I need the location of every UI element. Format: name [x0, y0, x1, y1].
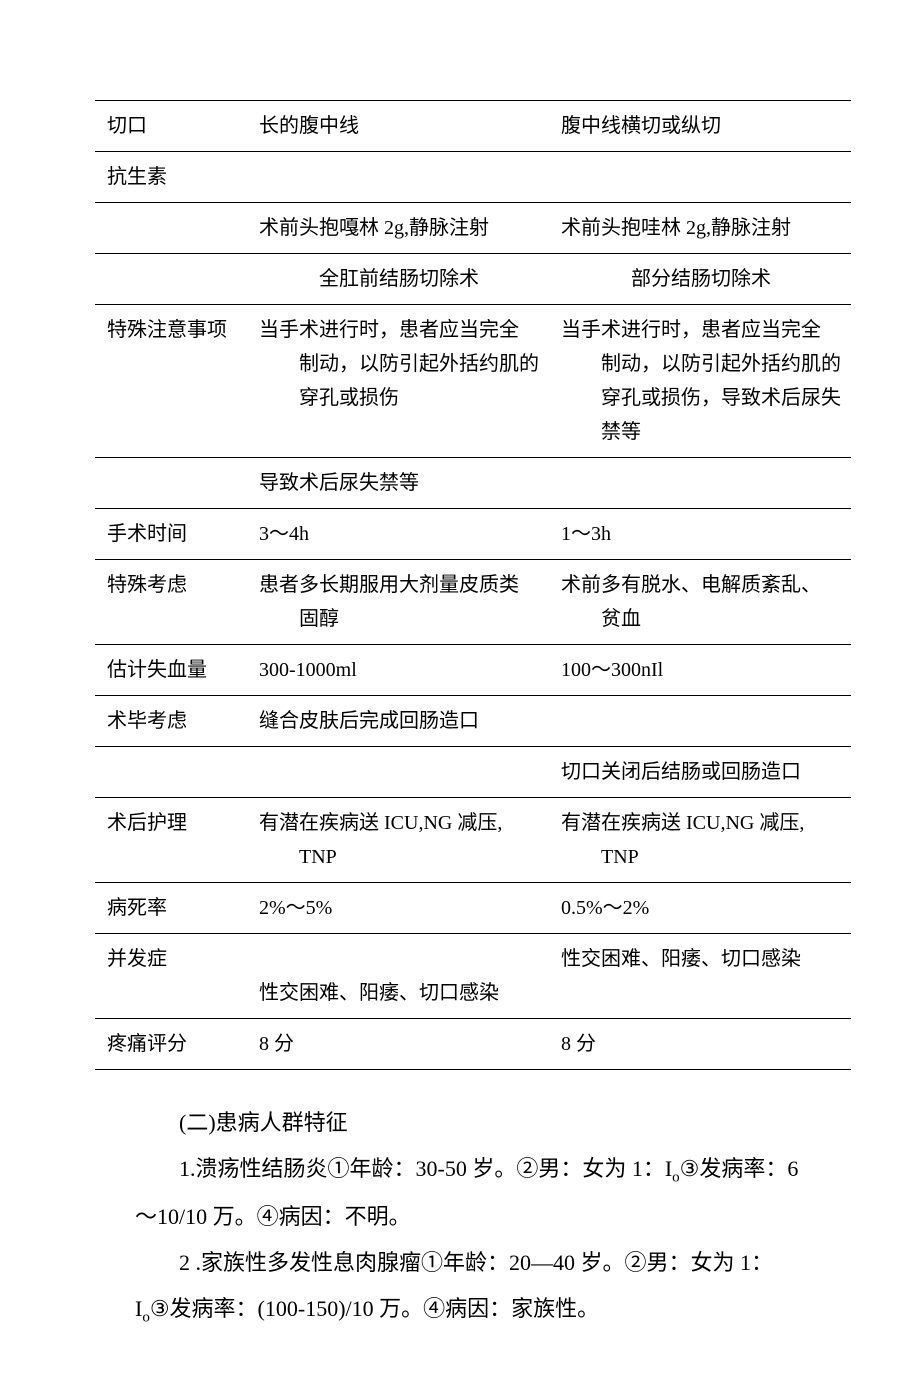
cell: 患者多长期服用大剂量皮质类固醇 — [247, 560, 549, 645]
section-heading: (二)患病人群特征 — [135, 1100, 805, 1146]
paragraph: 2 .家族性多发性息肉腺瘤①年龄：20—40 岁。②男：女为 1：Io③发病率：… — [135, 1240, 805, 1334]
cell: 当手术进行时，患者应当完全制动，以防引起外括约肌的穿孔或损伤，导致术后尿失禁等 — [549, 305, 851, 458]
cell-label: 疼痛评分 — [95, 1019, 247, 1070]
cell-label — [95, 203, 247, 254]
surgery-table: 切口 长的腹中线 腹中线横切或纵切 抗生素 术前头抱嘎林 2g,静脉注射 术前头… — [95, 100, 851, 1070]
table-row: 特殊注意事项 当手术进行时，患者应当完全制动，以防引起外括约肌的穿孔或损伤 当手… — [95, 305, 851, 458]
table-row: 全肛前结肠切除术 部分结肠切除术 — [95, 254, 851, 305]
table-row: 并发症 性交困难、阳痿、切口感染 性交困难、阳痿、切口感染 — [95, 934, 851, 1019]
cell: 导致术后尿失禁等 — [247, 458, 549, 509]
cell: 术前头抱嘎林 2g,静脉注射 — [247, 203, 549, 254]
cell: 3～4h — [247, 509, 549, 560]
cell: 0.5%～2% — [549, 883, 851, 934]
cell: 腹中线横切或纵切 — [549, 101, 851, 152]
cell: 1～3h — [549, 509, 851, 560]
table-row: 疼痛评分 8 分 8 分 — [95, 1019, 851, 1070]
cell: 100～300nIl — [549, 645, 851, 696]
table-row: 切口关闭后结肠或回肠造口 — [95, 747, 851, 798]
cell-label: 特殊注意事项 — [95, 305, 247, 458]
cell-label: 术后护理 — [95, 798, 247, 883]
cell-label — [95, 254, 247, 305]
table-row: 术前头抱嘎林 2g,静脉注射 术前头抱哇林 2g,静脉注射 — [95, 203, 851, 254]
cell-label: 手术时间 — [95, 509, 247, 560]
cell: 当手术进行时，患者应当完全制动，以防引起外括约肌的穿孔或损伤 — [247, 305, 549, 458]
cell: 缝合皮肤后完成回肠造口 — [247, 696, 549, 747]
cell: 性交困难、阳痿、切口感染 — [247, 934, 549, 1019]
table-row: 抗生素 — [95, 152, 851, 203]
cell: 全肛前结肠切除术 — [247, 254, 549, 305]
cell: 8 分 — [549, 1019, 851, 1070]
cell-label: 并发症 — [95, 934, 247, 1019]
cell: 术前多有脱水、电解质紊乱、贫血 — [549, 560, 851, 645]
cell: 有潜在疾病送 ICU,NG 减压,TNP — [549, 798, 851, 883]
cell: 300-1000ml — [247, 645, 549, 696]
cell: 8 分 — [247, 1019, 549, 1070]
body-text: (二)患病人群特征 1.溃疡性结肠炎①年龄：30-50 岁。②男：女为 1：Io… — [95, 1100, 825, 1334]
cell: 有潜在疾病送 ICU,NG 减压,TNP — [247, 798, 549, 883]
cell: 术前头抱哇林 2g,静脉注射 — [549, 203, 851, 254]
cell — [549, 696, 851, 747]
cell: 性交困难、阳痿、切口感染 — [549, 934, 851, 1019]
table-row: 估计失血量 300-1000ml 100～300nIl — [95, 645, 851, 696]
cell-label: 术毕考虑 — [95, 696, 247, 747]
table-row: 导致术后尿失禁等 — [95, 458, 851, 509]
cell — [247, 152, 549, 203]
cell-label: 抗生素 — [95, 152, 247, 203]
cell-label — [95, 458, 247, 509]
cell: 2%～5% — [247, 883, 549, 934]
cell-label — [95, 747, 247, 798]
cell-label: 特殊考虑 — [95, 560, 247, 645]
table-row: 病死率 2%～5% 0.5%～2% — [95, 883, 851, 934]
table-row: 手术时间 3～4h 1～3h — [95, 509, 851, 560]
table-row: 术后护理 有潜在疾病送 ICU,NG 减压,TNP 有潜在疾病送 ICU,NG … — [95, 798, 851, 883]
cell — [247, 747, 549, 798]
cell: 长的腹中线 — [247, 101, 549, 152]
cell: 切口关闭后结肠或回肠造口 — [549, 747, 851, 798]
cell-label: 病死率 — [95, 883, 247, 934]
cell: 部分结肠切除术 — [549, 254, 851, 305]
cell — [549, 458, 851, 509]
cell-label: 估计失血量 — [95, 645, 247, 696]
table-row: 特殊考虑 患者多长期服用大剂量皮质类固醇 术前多有脱水、电解质紊乱、贫血 — [95, 560, 851, 645]
paragraph: 1.溃疡性结肠炎①年龄：30-50 岁。②男：女为 1：Io③发病率：6～10/… — [135, 1146, 805, 1240]
table-row: 术毕考虑 缝合皮肤后完成回肠造口 — [95, 696, 851, 747]
cell-label: 切口 — [95, 101, 247, 152]
table-row: 切口 长的腹中线 腹中线横切或纵切 — [95, 101, 851, 152]
cell — [549, 152, 851, 203]
